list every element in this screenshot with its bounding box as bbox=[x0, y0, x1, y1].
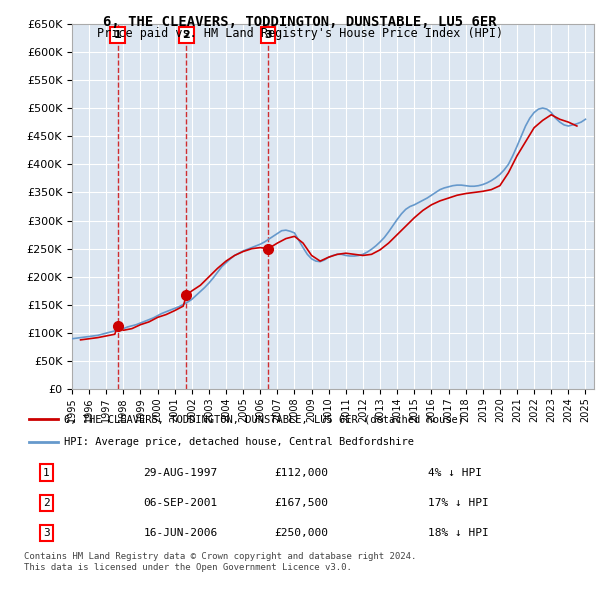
Text: 17% ↓ HPI: 17% ↓ HPI bbox=[428, 498, 489, 508]
Text: 2: 2 bbox=[43, 498, 50, 508]
Text: 4% ↓ HPI: 4% ↓ HPI bbox=[428, 468, 482, 478]
Text: £112,000: £112,000 bbox=[275, 468, 329, 478]
Text: £167,500: £167,500 bbox=[275, 498, 329, 508]
Text: 18% ↓ HPI: 18% ↓ HPI bbox=[428, 528, 489, 538]
Text: Price paid vs. HM Land Registry's House Price Index (HPI): Price paid vs. HM Land Registry's House … bbox=[97, 27, 503, 40]
Text: Contains HM Land Registry data © Crown copyright and database right 2024.: Contains HM Land Registry data © Crown c… bbox=[24, 552, 416, 560]
Text: 3: 3 bbox=[265, 30, 272, 40]
Text: 2: 2 bbox=[182, 30, 190, 40]
Text: 1: 1 bbox=[43, 468, 50, 478]
Text: 1: 1 bbox=[113, 30, 121, 40]
Text: 6, THE CLEAVERS, TODDINGTON, DUNSTABLE, LU5 6ER (detached house): 6, THE CLEAVERS, TODDINGTON, DUNSTABLE, … bbox=[64, 414, 464, 424]
Text: 29-AUG-1997: 29-AUG-1997 bbox=[143, 468, 218, 478]
Text: £250,000: £250,000 bbox=[275, 528, 329, 538]
Text: 6, THE CLEAVERS, TODDINGTON, DUNSTABLE, LU5 6ER: 6, THE CLEAVERS, TODDINGTON, DUNSTABLE, … bbox=[103, 15, 497, 29]
Text: HPI: Average price, detached house, Central Bedfordshire: HPI: Average price, detached house, Cent… bbox=[64, 437, 413, 447]
Text: This data is licensed under the Open Government Licence v3.0.: This data is licensed under the Open Gov… bbox=[24, 563, 352, 572]
Text: 06-SEP-2001: 06-SEP-2001 bbox=[143, 498, 218, 508]
Text: 3: 3 bbox=[43, 528, 50, 538]
Text: 16-JUN-2006: 16-JUN-2006 bbox=[143, 528, 218, 538]
